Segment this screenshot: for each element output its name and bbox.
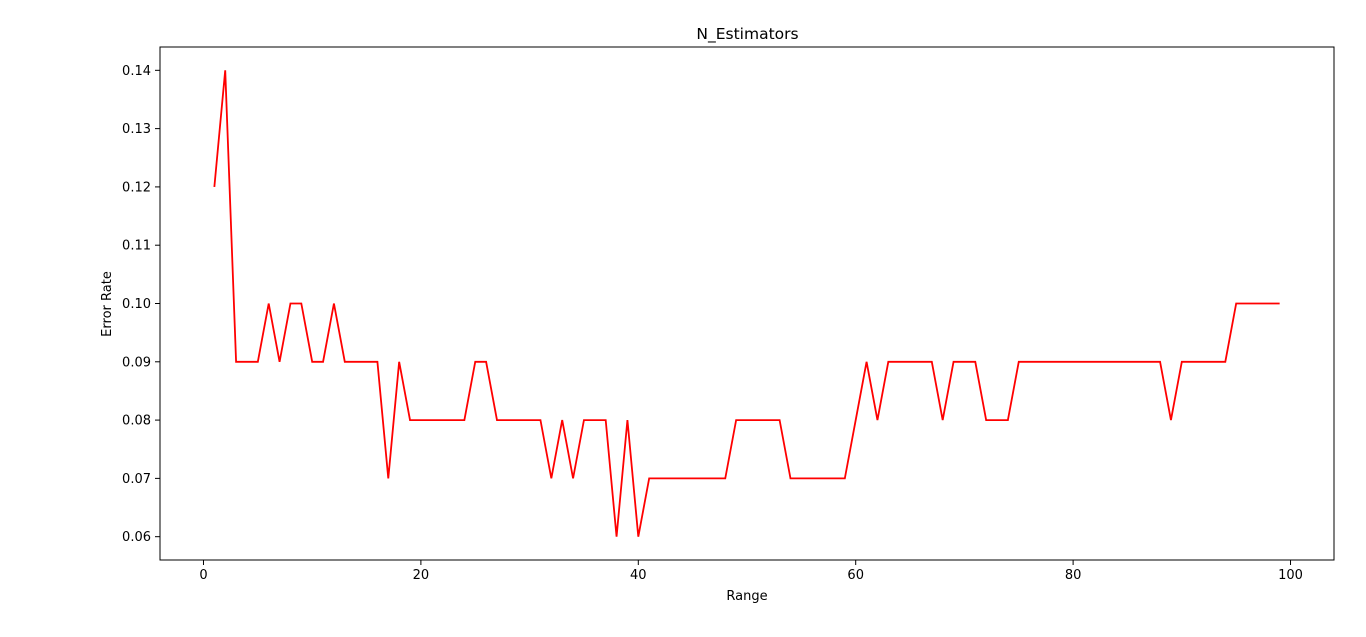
y-tick-label: 0.12 xyxy=(122,180,151,195)
plot-area xyxy=(213,70,1280,537)
plot-frame xyxy=(159,46,1335,561)
x-tick-label: 60 xyxy=(847,568,864,583)
x-tick-label: 0 xyxy=(199,568,207,583)
y-axis-label: Error Rate xyxy=(100,271,115,337)
y-tick-label: 0.14 xyxy=(122,64,151,79)
error-rate-series-line xyxy=(213,70,1280,537)
x-tick-label: 80 xyxy=(1065,568,1082,583)
y-tick-label: 0.06 xyxy=(122,530,151,545)
x-tick-label: 100 xyxy=(1278,568,1303,583)
x-tick-label: 20 xyxy=(413,568,430,583)
x-axis-ticks: 0 20 40 60 80 100 xyxy=(199,560,1303,583)
y-tick-label: 0.08 xyxy=(122,414,151,429)
chart-title: N_Estimators xyxy=(696,25,798,44)
y-tick-label: 0.11 xyxy=(122,239,151,254)
y-tick-label: 0.09 xyxy=(122,355,151,370)
x-tick-label: 40 xyxy=(630,568,647,583)
y-tick-label: 0.13 xyxy=(122,122,151,137)
x-axis-label: Range xyxy=(726,589,767,604)
y-tick-label: 0.10 xyxy=(122,297,151,312)
y-tick-label: 0.07 xyxy=(122,472,151,487)
y-axis-ticks: 0.06 0.07 0.08 0.09 0.10 0.11 0.12 0.13 0.14 xyxy=(122,64,160,545)
